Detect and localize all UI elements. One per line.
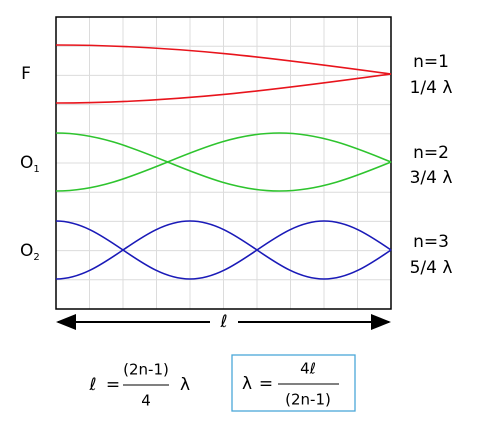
mode-label: n=3 (413, 232, 449, 252)
left-label-subscript: 1 (33, 164, 39, 175)
left-label: O1 (20, 153, 40, 175)
highlight-box (231, 354, 356, 412)
length-label: 1/4 λ (410, 78, 453, 98)
frame (55, 16, 392, 310)
formula-denominator: (2n-1) (285, 391, 331, 409)
left-label-main: O (20, 241, 33, 261)
mode-label: n=1 (413, 52, 449, 72)
formula-numerator: 4ℓ (300, 360, 316, 378)
formula-suffix: λ (180, 375, 190, 395)
formula-length: ℓ = (2n-1) 4 λ (88, 361, 190, 410)
length-label: 3/4 λ (410, 168, 453, 188)
formula-numerator: (2n-1) (123, 361, 169, 379)
formula-lhs: λ (242, 374, 252, 394)
formula-denominator: 4 (141, 392, 151, 410)
mode-label: n=2 (413, 143, 449, 163)
length-symbol: ℓ (219, 312, 227, 332)
left-label-main: O (20, 153, 33, 173)
mode-o1-curves (55, 132, 392, 192)
formula-equals: = (106, 375, 120, 395)
length-label: 5/4 λ (410, 258, 453, 278)
left-label: O2 (20, 241, 40, 263)
mode-f-curves (55, 44, 392, 104)
left-label: F (21, 64, 31, 84)
left-label-subscript: 2 (33, 252, 39, 263)
formula-equals: = (259, 374, 273, 394)
formula-lhs: ℓ (88, 375, 96, 395)
mode-o2-curves (55, 220, 392, 280)
grid (56, 17, 391, 309)
formula-wavelength: λ = 4ℓ (2n-1) (242, 360, 339, 409)
